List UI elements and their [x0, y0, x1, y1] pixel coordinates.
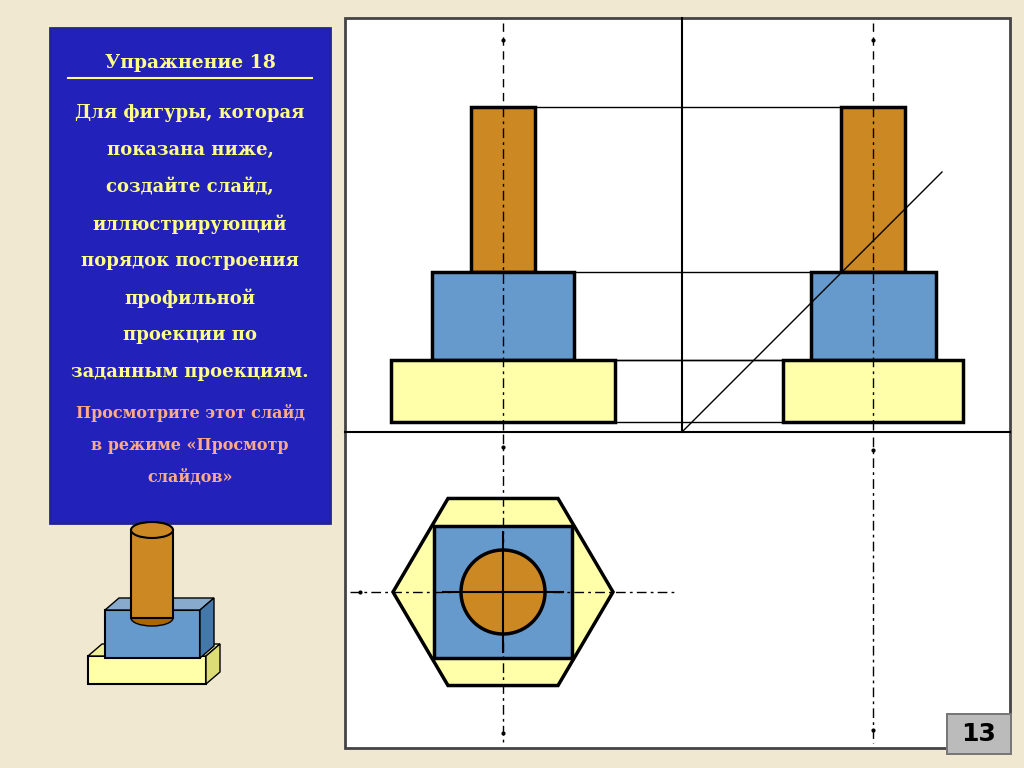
Polygon shape — [88, 644, 220, 656]
Text: слайдов»: слайдов» — [147, 468, 232, 485]
Ellipse shape — [461, 550, 545, 634]
Text: порядок построения: порядок построения — [81, 252, 299, 270]
Text: показана ниже,: показана ниже, — [106, 141, 273, 159]
Bar — [811, 272, 936, 360]
Bar — [946, 713, 1012, 755]
Ellipse shape — [131, 522, 173, 538]
Bar — [434, 526, 572, 658]
Text: заданным проекциям.: заданным проекциям. — [72, 363, 309, 381]
Polygon shape — [200, 598, 214, 658]
Bar — [391, 360, 615, 422]
Bar — [50, 28, 330, 523]
Bar — [131, 530, 173, 618]
Polygon shape — [105, 598, 214, 610]
Bar — [432, 272, 574, 360]
Text: в режиме «Просмотр: в режиме «Просмотр — [91, 436, 289, 453]
Text: 13: 13 — [962, 722, 996, 746]
Bar — [948, 715, 1010, 753]
Polygon shape — [393, 498, 613, 686]
Bar — [471, 107, 535, 272]
Bar — [105, 610, 200, 658]
Ellipse shape — [131, 610, 173, 626]
Text: Просмотрите этот слайд: Просмотрите этот слайд — [76, 404, 304, 422]
Text: Для фигуры, которая: Для фигуры, которая — [76, 104, 305, 122]
Bar — [841, 107, 905, 272]
Bar — [783, 360, 963, 422]
Text: проекции по: проекции по — [123, 326, 257, 344]
Text: иллюстрирующий: иллюстрирующий — [93, 214, 288, 233]
Bar — [345, 18, 1010, 748]
Text: Упражнение 18: Упражнение 18 — [104, 54, 275, 72]
Polygon shape — [206, 644, 220, 684]
Text: профильной: профильной — [125, 288, 256, 308]
Bar — [88, 656, 206, 684]
Text: создайте слайд,: создайте слайд, — [106, 177, 273, 197]
